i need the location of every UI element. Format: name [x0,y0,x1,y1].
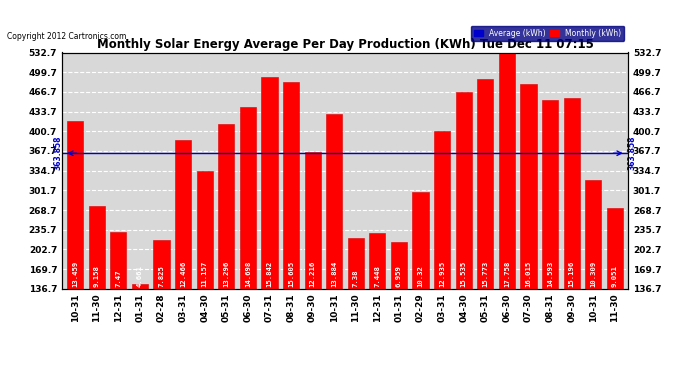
Text: 13.459: 13.459 [72,261,78,287]
Bar [197,171,213,289]
Text: 9.051: 9.051 [612,265,618,287]
Text: 13.296: 13.296 [224,261,229,287]
Text: 363.858: 363.858 [53,136,62,171]
Bar [391,242,407,289]
Bar [348,238,364,289]
Bar [564,98,580,289]
Text: 16.015: 16.015 [526,261,531,287]
Text: 7.825: 7.825 [159,265,164,287]
Bar [413,192,428,289]
Text: 17.758: 17.758 [504,261,510,287]
Bar [477,79,493,289]
Bar [434,131,451,289]
Text: 7.38: 7.38 [353,270,359,287]
Text: 15.773: 15.773 [482,261,489,287]
Bar [132,284,148,289]
Bar [542,100,558,289]
Text: 4.661: 4.661 [137,265,143,287]
Bar [607,208,623,289]
Bar [262,77,277,289]
Bar [218,124,235,289]
Text: 9.158: 9.158 [94,265,99,287]
Text: 10.309: 10.309 [591,261,596,287]
Text: 15.605: 15.605 [288,261,294,287]
Text: 15.196: 15.196 [569,261,575,287]
Text: 10.32: 10.32 [417,265,424,287]
Text: 14.698: 14.698 [245,261,251,287]
Bar [369,232,386,289]
Legend: Average (kWh), Monthly (kWh): Average (kWh), Monthly (kWh) [471,26,624,41]
Text: Copyright 2012 Cartronics.com: Copyright 2012 Cartronics.com [7,32,126,41]
Bar [455,92,472,289]
Bar [520,84,537,289]
Text: 12.935: 12.935 [439,261,445,287]
Bar [585,180,602,289]
Bar [110,232,126,289]
Text: 11.157: 11.157 [201,261,208,287]
Bar [304,152,321,289]
Text: 12.216: 12.216 [310,261,315,287]
Title: Monthly Solar Energy Average Per Day Production (KWh) Tue Dec 11 07:15: Monthly Solar Energy Average Per Day Pro… [97,38,593,51]
Bar [326,114,342,289]
Text: 15.842: 15.842 [266,261,273,287]
Bar [239,107,256,289]
Text: 7.448: 7.448 [375,265,380,287]
Bar [88,206,105,289]
Text: 6.959: 6.959 [396,265,402,287]
Text: 12.466: 12.466 [180,261,186,287]
Text: 363.858: 363.858 [628,136,637,171]
Text: 7.47: 7.47 [115,270,121,287]
Bar [283,82,299,289]
Bar [499,53,515,289]
Text: 14.593: 14.593 [547,261,553,287]
Text: 15.535: 15.535 [461,261,466,287]
Text: 13.884: 13.884 [331,261,337,287]
Bar [175,140,191,289]
Bar [67,122,83,289]
Bar [153,240,170,289]
